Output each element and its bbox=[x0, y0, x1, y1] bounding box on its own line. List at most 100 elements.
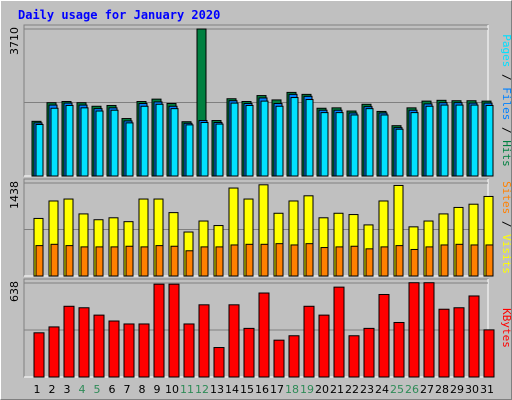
chart-title: Daily usage for January 2020 bbox=[18, 8, 220, 22]
bar-pages-day-12 bbox=[200, 122, 209, 177]
y-max-label: 1438 bbox=[8, 181, 21, 209]
bar-sites-day-24 bbox=[380, 246, 389, 277]
y-max-label: 3710 bbox=[8, 27, 21, 55]
bar-pages-day-28 bbox=[440, 104, 449, 177]
bar-kbytes-day-26 bbox=[408, 282, 420, 378]
bar-kbytes-day-13 bbox=[213, 347, 225, 378]
panel-hits-files-pages: 3710 Pages / Files / Hits bbox=[8, 24, 512, 177]
bar-sites-day-9 bbox=[155, 245, 164, 277]
panel-kbytes: 638 KBytes bbox=[8, 278, 512, 378]
bar-kbytes-day-25 bbox=[393, 321, 405, 378]
bar-kbytes-day-5 bbox=[93, 314, 105, 378]
bar-kbytes-day-15 bbox=[243, 327, 255, 378]
bar-pages-day-23 bbox=[365, 108, 374, 177]
bar-pages-day-18 bbox=[290, 97, 299, 177]
bar-kbytes-day-23 bbox=[363, 327, 375, 378]
x-tick-label: 20 bbox=[315, 383, 329, 396]
right-label-bottom: KBytes bbox=[500, 308, 512, 348]
bar-pages-day-31 bbox=[485, 104, 494, 177]
bar-sites-day-8 bbox=[140, 246, 149, 277]
right-label-part: / bbox=[500, 67, 512, 87]
x-tick-label: 16 bbox=[255, 383, 269, 396]
bar-kbytes-day-21 bbox=[333, 286, 345, 378]
bar-kbytes-day-11 bbox=[183, 323, 195, 378]
x-tick-label: 4 bbox=[79, 383, 86, 396]
x-tick-label: 25 bbox=[390, 383, 404, 396]
bar-pages-day-5 bbox=[95, 110, 104, 177]
right-label-top: Pages / Files / Hits bbox=[500, 34, 512, 167]
bar-pages-day-17 bbox=[275, 105, 284, 177]
x-tick-label: 23 bbox=[360, 383, 374, 396]
bar-kbytes-day-8 bbox=[138, 323, 150, 378]
bar-pages-day-25 bbox=[395, 128, 404, 177]
bar-pages-day-8 bbox=[140, 105, 149, 177]
bar-sites-day-5 bbox=[95, 246, 104, 277]
bar-kbytes-day-7 bbox=[123, 323, 135, 378]
bar-sites-day-18 bbox=[290, 244, 299, 277]
bar-sites-day-14 bbox=[230, 244, 239, 277]
bar-sites-day-28 bbox=[440, 244, 449, 277]
bar-pages-day-19 bbox=[305, 99, 314, 177]
right-label-part: / bbox=[500, 120, 512, 140]
bar-kbytes-day-30 bbox=[468, 295, 480, 378]
bar-kbytes-day-6 bbox=[108, 320, 120, 378]
right-label-part: KBytes bbox=[500, 308, 512, 348]
bar-sites-day-11 bbox=[185, 250, 194, 277]
right-label-part: Visits bbox=[500, 234, 512, 274]
bar-kbytes-day-9 bbox=[153, 283, 165, 378]
bar-sites-day-13 bbox=[215, 246, 224, 277]
panel-visits-sites: 1438 Sites / Visits bbox=[8, 178, 512, 277]
bar-pages-day-24 bbox=[380, 114, 389, 177]
bar-sites-day-27 bbox=[425, 246, 434, 277]
bar-kbytes-day-24 bbox=[378, 293, 390, 378]
bar-pages-day-1 bbox=[35, 123, 44, 177]
bar-pages-day-26 bbox=[410, 112, 419, 177]
x-tick-label: 21 bbox=[330, 383, 344, 396]
x-tick-label: 5 bbox=[94, 383, 101, 396]
bar-pages-day-29 bbox=[455, 104, 464, 177]
x-tick-label: 29 bbox=[450, 383, 464, 396]
bar-pages-day-16 bbox=[260, 100, 269, 177]
bar-sites-day-22 bbox=[350, 245, 359, 277]
x-tick-label: 28 bbox=[435, 383, 449, 396]
x-tick-label: 6 bbox=[109, 383, 116, 396]
bar-pages-day-27 bbox=[425, 105, 434, 177]
x-tick-label: 1 bbox=[34, 383, 41, 396]
right-label-part: Files bbox=[500, 87, 512, 120]
x-tick-label: 31 bbox=[480, 383, 494, 396]
x-tick-label: 22 bbox=[345, 383, 359, 396]
x-tick-label: 18 bbox=[285, 383, 299, 396]
bar-kbytes-day-3 bbox=[63, 305, 75, 378]
right-label-part: Sites bbox=[500, 181, 512, 214]
x-tick-label: 26 bbox=[405, 383, 419, 396]
bar-sites-day-31 bbox=[485, 244, 494, 277]
bar-pages-day-7 bbox=[125, 122, 134, 177]
x-tick-label: 8 bbox=[139, 383, 146, 396]
x-tick-label: 10 bbox=[165, 383, 179, 396]
bar-sites-day-1 bbox=[35, 245, 44, 277]
x-tick-label: 7 bbox=[124, 383, 131, 396]
bar-sites-day-26 bbox=[410, 248, 419, 277]
bar-kbytes-day-28 bbox=[438, 308, 450, 378]
x-tick-label: 9 bbox=[154, 383, 161, 396]
right-label-part: / bbox=[500, 214, 512, 234]
x-tick-label: 14 bbox=[225, 383, 239, 396]
bar-pages-day-2 bbox=[50, 107, 59, 177]
bar-kbytes-day-4 bbox=[78, 307, 90, 378]
bar-pages-day-22 bbox=[350, 114, 359, 177]
bar-sites-day-6 bbox=[110, 246, 119, 277]
x-tick-label: 13 bbox=[210, 383, 224, 396]
x-axis-labels: 1 2 3 4 5 6 7 8 9 10 11 12 13 14 15 16 17 18 19 20 21 22 23 24 2… bbox=[34, 383, 495, 396]
bar-kbytes-day-22 bbox=[348, 335, 360, 378]
bar-kbytes-day-1 bbox=[33, 332, 45, 378]
bar-sites-day-21 bbox=[335, 246, 344, 277]
bar-pages-day-9 bbox=[155, 103, 164, 177]
bar-sites-day-25 bbox=[395, 245, 404, 277]
bar-pages-day-15 bbox=[245, 104, 254, 177]
bar-sites-day-19 bbox=[305, 243, 314, 277]
x-tick-label: 15 bbox=[240, 383, 254, 396]
bar-kbytes-day-31 bbox=[483, 329, 495, 378]
bar-kbytes-day-20 bbox=[318, 314, 330, 378]
y-max-label: 638 bbox=[8, 281, 21, 302]
